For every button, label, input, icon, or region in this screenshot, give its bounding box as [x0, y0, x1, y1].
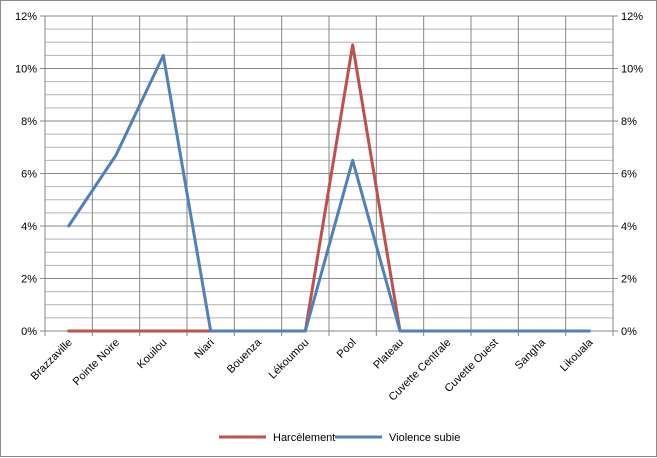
x-tick-label: Pool — [335, 337, 359, 361]
y-tick-label-left: 12% — [15, 11, 37, 23]
series-lines — [67, 43, 591, 333]
x-tick-label: Pointe Noire — [71, 337, 122, 388]
grid — [44, 15, 614, 332]
x-tick-label: Likouala — [558, 336, 596, 374]
x-tick-label: Kouilou — [135, 337, 169, 371]
y-axis-right-labels: 0% 2% 4% 6% 8% 10% 12% — [621, 11, 643, 338]
y-tick-label-right: 12% — [621, 11, 643, 23]
y-tick-label-right: 4% — [621, 221, 637, 233]
series-line — [67, 53, 591, 333]
y-tick-label-left: 8% — [21, 116, 37, 128]
x-tick-label: Sangha — [513, 336, 549, 372]
y-tick-label-right: 8% — [621, 116, 637, 128]
y-tick-label-right: 0% — [621, 326, 637, 338]
y-tick-label-left: 0% — [21, 326, 37, 338]
legend-label: Harcèlement — [273, 432, 335, 444]
y-axis-left-labels: 0% 2% 4% 6% 8% 10% 12% — [15, 11, 37, 338]
y-tick-label-right: 2% — [621, 274, 637, 286]
y-tick-label-left: 6% — [21, 169, 37, 181]
y-tick-label-left: 10% — [15, 64, 37, 76]
legend-label: Violence subie — [389, 432, 460, 444]
x-tick-label: Lékoumou — [267, 337, 312, 382]
x-tick-label: Niari — [192, 337, 216, 361]
legend: Harcèlement Violence subie — [219, 432, 460, 444]
x-tick-label: Brazzaville — [29, 337, 75, 383]
y-tick-label-right: 6% — [621, 169, 637, 181]
x-tick-label: Plateau — [371, 337, 406, 372]
y-tick-label-left: 2% — [21, 274, 37, 286]
y-tick-label-right: 10% — [621, 64, 643, 76]
x-tick-label: Bouenza — [225, 336, 265, 376]
y-tick-label-left: 4% — [21, 221, 37, 233]
